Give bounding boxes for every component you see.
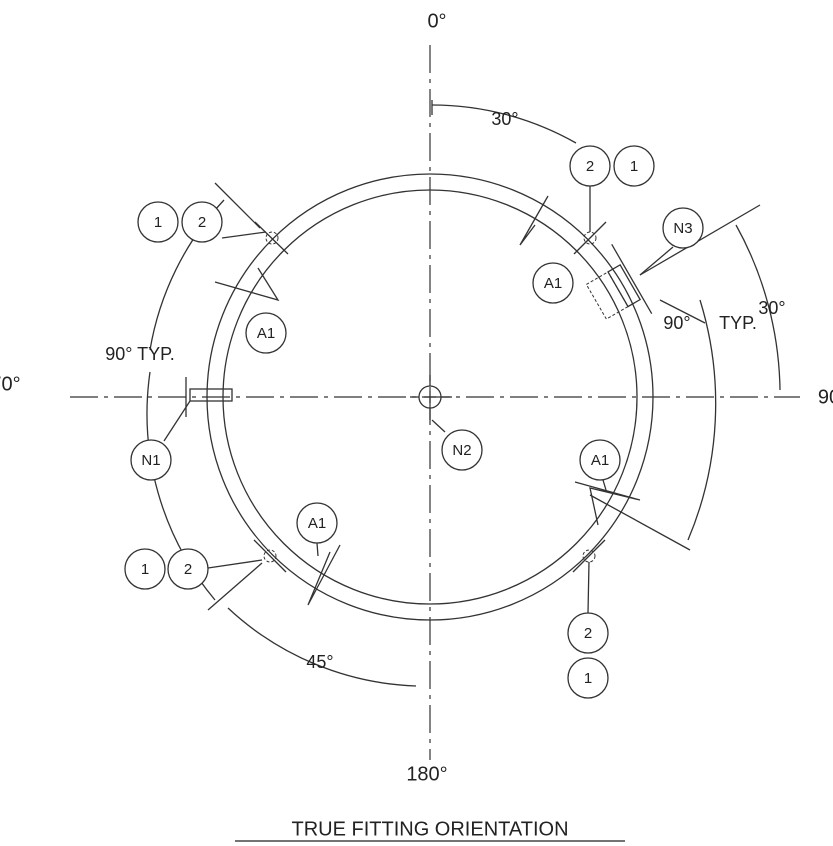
balloon-label: 1: [630, 158, 638, 175]
title: TRUE FITTING ORIENTATION: [291, 818, 568, 840]
balloon-label: 1: [141, 561, 149, 578]
balloon: [167, 548, 209, 590]
dimension-label: 30°: [758, 298, 785, 318]
balloon: [532, 262, 574, 304]
center-fitting: [410, 375, 452, 420]
dimension-label: TYP.: [719, 313, 757, 333]
balloon: [567, 612, 609, 654]
balloon: [130, 439, 172, 481]
balloon-label: N1: [141, 452, 160, 469]
balloon-label: 2: [586, 158, 594, 175]
axis-label: 0°: [427, 10, 446, 32]
nozzle-n3: [585, 244, 653, 320]
balloon-label: A1: [544, 275, 562, 292]
balloon: [613, 145, 655, 187]
dimension-label: 90°: [663, 313, 690, 333]
balloon-label: A1: [591, 452, 609, 469]
balloon: [124, 548, 166, 590]
balloon: [137, 201, 179, 243]
nozzle-n1: [185, 377, 233, 417]
balloon: [296, 502, 338, 544]
dimension-label: 45°: [306, 652, 333, 672]
dimension-label: 90° TYP.: [105, 344, 175, 364]
balloon-label: 1: [584, 670, 592, 687]
dimension-label: 30°: [491, 109, 518, 129]
balloon: [579, 439, 621, 481]
balloon: [567, 657, 609, 699]
balloon-label: N2: [452, 442, 471, 459]
balloon: [245, 312, 287, 354]
balloon-label: A1: [308, 515, 326, 532]
outer-shell: [206, 173, 654, 621]
balloon: [441, 429, 483, 471]
axis-label: 180°: [406, 763, 447, 785]
balloon: [569, 145, 611, 187]
balloon-label: N3: [673, 220, 692, 237]
balloon: [181, 201, 223, 243]
balloon-label: A1: [257, 325, 275, 342]
balloon-label: 2: [584, 625, 592, 642]
axis-label: 270°: [0, 373, 21, 395]
balloon-label: 1: [154, 214, 162, 231]
dimension-lines: [146, 100, 781, 687]
lugs: [214, 195, 641, 606]
axis-label: 90°: [818, 386, 833, 408]
inner-shell: [222, 189, 638, 605]
balloon: [662, 207, 704, 249]
balloon-label: 2: [184, 561, 192, 578]
couplings: [253, 221, 607, 573]
balloon-label: 2: [198, 214, 206, 231]
